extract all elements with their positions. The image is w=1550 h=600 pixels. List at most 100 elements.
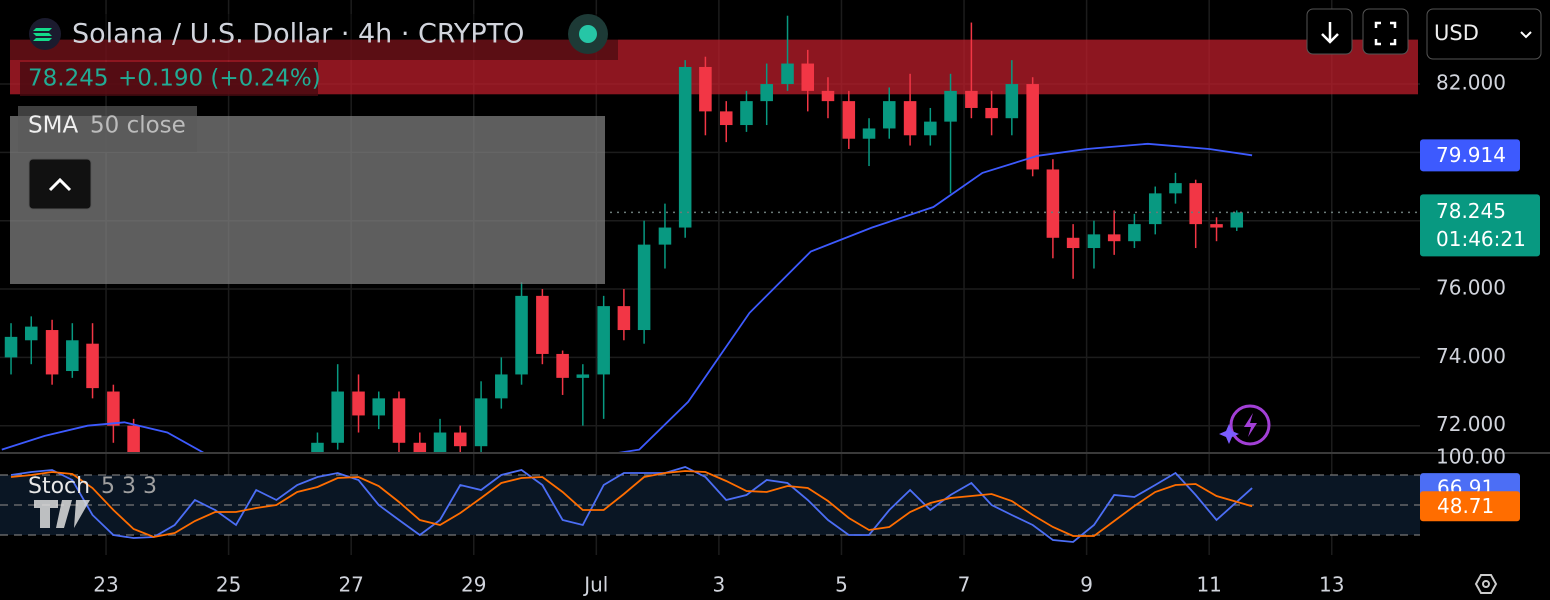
stoch-legend-params: 5 3 3	[101, 474, 157, 499]
settings-dot	[1482, 580, 1490, 588]
price-badge-label: 78.245	[1436, 199, 1506, 223]
currency-dropdown[interactable]	[1426, 8, 1542, 60]
candle-body	[536, 295, 549, 354]
stoch-legend-name: Stoch	[28, 474, 90, 499]
candle-body	[576, 374, 590, 378]
candle-body	[944, 90, 957, 122]
header-bg	[10, 14, 618, 60]
y-tick-label: 76.000	[1436, 276, 1506, 300]
candle-body	[1107, 234, 1121, 242]
candle-body	[699, 66, 712, 112]
candle-body	[556, 353, 569, 378]
collapse-icon	[48, 177, 72, 192]
candle-body	[352, 391, 365, 416]
candle-body	[1210, 224, 1223, 228]
candle-body	[781, 63, 794, 85]
candle-body	[801, 63, 815, 91]
stoch-badge-bg	[1420, 491, 1520, 522]
candle-body	[127, 425, 140, 452]
tv-logo	[34, 500, 90, 528]
x-tick-label: 3	[713, 573, 726, 597]
candle-body	[740, 101, 753, 126]
status-dot	[579, 25, 597, 43]
x-tick-label: 29	[461, 573, 486, 597]
price-pane	[1, 15, 1418, 452]
candle-body	[1230, 212, 1244, 228]
sparkle-icon	[1219, 424, 1239, 444]
fullscreen-button[interactable]	[1362, 8, 1409, 55]
candle-body	[495, 374, 508, 399]
download-icon	[1321, 22, 1339, 44]
candle-body	[903, 101, 917, 136]
y-tick-label: 74.000	[1436, 344, 1506, 368]
candle-body	[1148, 193, 1162, 225]
candle-body	[24, 326, 38, 341]
candle-body	[658, 227, 672, 245]
candle-body	[637, 244, 651, 331]
candle-body	[760, 84, 773, 102]
settings-icon[interactable]	[1474, 574, 1498, 594]
candle-body	[433, 432, 447, 452]
x-tick-label: 9	[1080, 573, 1093, 597]
candle-body	[413, 442, 427, 452]
lightning-glyph	[1244, 413, 1257, 437]
fullscreen-icon	[1374, 21, 1397, 46]
y-tick-label: 72.000	[1436, 412, 1506, 436]
x-tick-label: 25	[216, 573, 241, 597]
candle-body	[985, 107, 998, 119]
candle-body	[1066, 237, 1080, 249]
x-tick-label: 23	[93, 573, 118, 597]
candle-body	[107, 391, 120, 426]
stoch-tick-label: 100.00	[1436, 445, 1506, 469]
candle-body	[392, 398, 406, 443]
candle-body	[372, 398, 386, 416]
candle-body	[474, 398, 488, 447]
candle-body	[821, 90, 835, 102]
currency-label: USD	[1434, 21, 1479, 45]
collapse-button[interactable]	[28, 158, 92, 210]
countdown-label: 01:46:21	[1436, 227, 1526, 251]
candle-body	[515, 295, 528, 375]
x-tick-label: 5	[835, 573, 848, 597]
x-tick-label: 27	[338, 573, 363, 597]
candle-body	[597, 306, 610, 375]
candle-body	[45, 330, 59, 375]
candle-body	[719, 111, 733, 126]
dropdown-caret	[1520, 31, 1532, 39]
candle-body	[842, 101, 856, 139]
price-bg	[20, 62, 318, 96]
candle-body	[1046, 169, 1060, 238]
stoch-line	[10, 466, 1253, 543]
price-badge-bg	[1420, 194, 1540, 257]
sma-legend-params: 50 close	[90, 113, 186, 139]
stoch-badge-label: 48.71	[1437, 494, 1494, 518]
candle-body	[1087, 234, 1101, 249]
x-tick-label: 11	[1196, 573, 1221, 597]
x-tick-label: 7	[958, 573, 971, 597]
last-price: 78.245	[28, 66, 108, 92]
candle-body	[862, 128, 876, 139]
candle-body	[678, 66, 692, 228]
sma-badge-bg	[1420, 139, 1520, 172]
x-tick-label: Jul	[582, 573, 608, 597]
candle-body	[617, 306, 631, 331]
sma-legend-name: SMA	[28, 113, 78, 139]
symbol-title: Solana / U.S. Dollar · 4h · CRYPTO	[72, 19, 524, 50]
lightning-icon[interactable]	[1229, 404, 1271, 446]
sma-legend-bg	[18, 106, 197, 152]
candle-body	[965, 90, 978, 108]
candle-body	[66, 340, 79, 372]
y-tick-label: 82.000	[1436, 71, 1506, 95]
candle-body	[1169, 183, 1182, 194]
coin-glyph	[33, 28, 52, 41]
sma-line	[1, 142, 1253, 452]
price-change: +0.190 (+0.24%)	[118, 66, 321, 92]
candle-body	[1005, 84, 1019, 119]
sma-badge-label: 79.914	[1436, 143, 1506, 167]
candle-body	[86, 343, 99, 389]
candle-body	[924, 121, 937, 136]
candle-body	[1026, 84, 1039, 170]
x-tick-label: 13	[1319, 573, 1344, 597]
